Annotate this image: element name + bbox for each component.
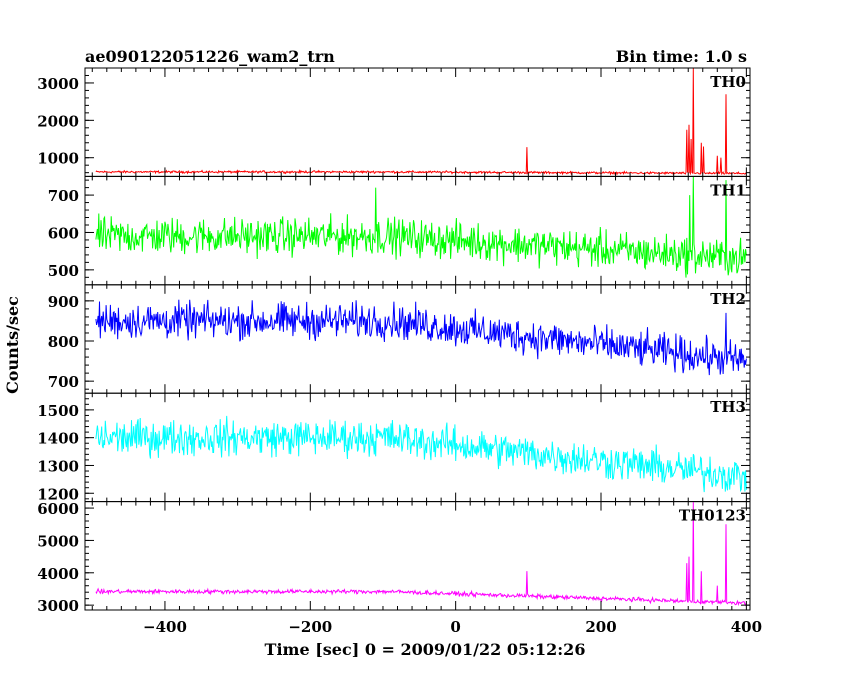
series-th2 [95,299,747,376]
x-axis-label: Time [sec] 0 = 2009/01/22 05:12:26 [265,640,586,659]
y-tick-label: 1400 [37,430,79,448]
y-tick-label: 900 [48,293,79,311]
y-tick-label: 700 [48,373,79,391]
panel-th1: 500 600 700 TH1 [48,175,751,286]
y-tick-label: 1200 [37,485,79,503]
panel-label-th1: TH1 [710,181,746,199]
y-tick-label: 800 [48,333,79,351]
y-tick-label: 3000 [37,75,79,93]
y-tick-label: 4000 [37,565,79,583]
y-axis-label: Counts/sec [3,296,22,394]
y-tick-label: 1000 [37,150,79,168]
panel-label-th3: TH3 [710,398,746,416]
x-tick-label: 400 [731,618,762,636]
panel-th0123: 3000 4000 5000 6000 TH0123 [37,500,751,615]
panel-frame [84,67,751,177]
panel-th3: 1200 1300 1400 1500 TH3 [37,392,751,503]
panel-th0: 1000 2000 3000 TH0 [37,67,751,177]
series-th0123 [95,502,747,607]
chart-title: ae090122051226_wam2_trn [85,47,335,66]
y-tick-label: 1300 [37,457,79,475]
x-tick-label: 200 [585,618,616,636]
y-tick-label: 2000 [37,112,79,130]
y-tick-label: 6000 [37,500,79,518]
x-tick-label: 0 [450,618,460,636]
y-tick-label: 1500 [37,402,79,420]
x-tick-label: −200 [288,618,332,636]
y-tick-label: 5000 [37,532,79,550]
panel-th2: 700 800 900 TH2 [48,284,751,394]
y-tick-label: 500 [48,262,79,280]
bin-time-label: Bin time: 1.0 s [616,47,747,66]
panel-label-th2: TH2 [710,290,746,308]
x-axis: −400 −200 0 200 400 [143,618,762,636]
x-tick-label: −400 [143,618,187,636]
series-th0 [95,68,747,176]
y-tick-label: 3000 [37,597,79,615]
panel-frame [84,501,751,611]
panels-group: 1000 2000 3000 TH0 500 600 700 TH1 700 800 900 TH2 1… [37,67,751,615]
panel-frame [84,175,751,286]
panel-label-th0123: TH0123 [679,507,746,525]
panel-frame [84,284,751,394]
y-tick-label: 700 [48,187,79,205]
y-tick-label: 600 [48,224,79,242]
panel-label-th0: TH0 [710,73,746,91]
series-th1 [95,176,747,278]
series-th3 [95,415,747,493]
